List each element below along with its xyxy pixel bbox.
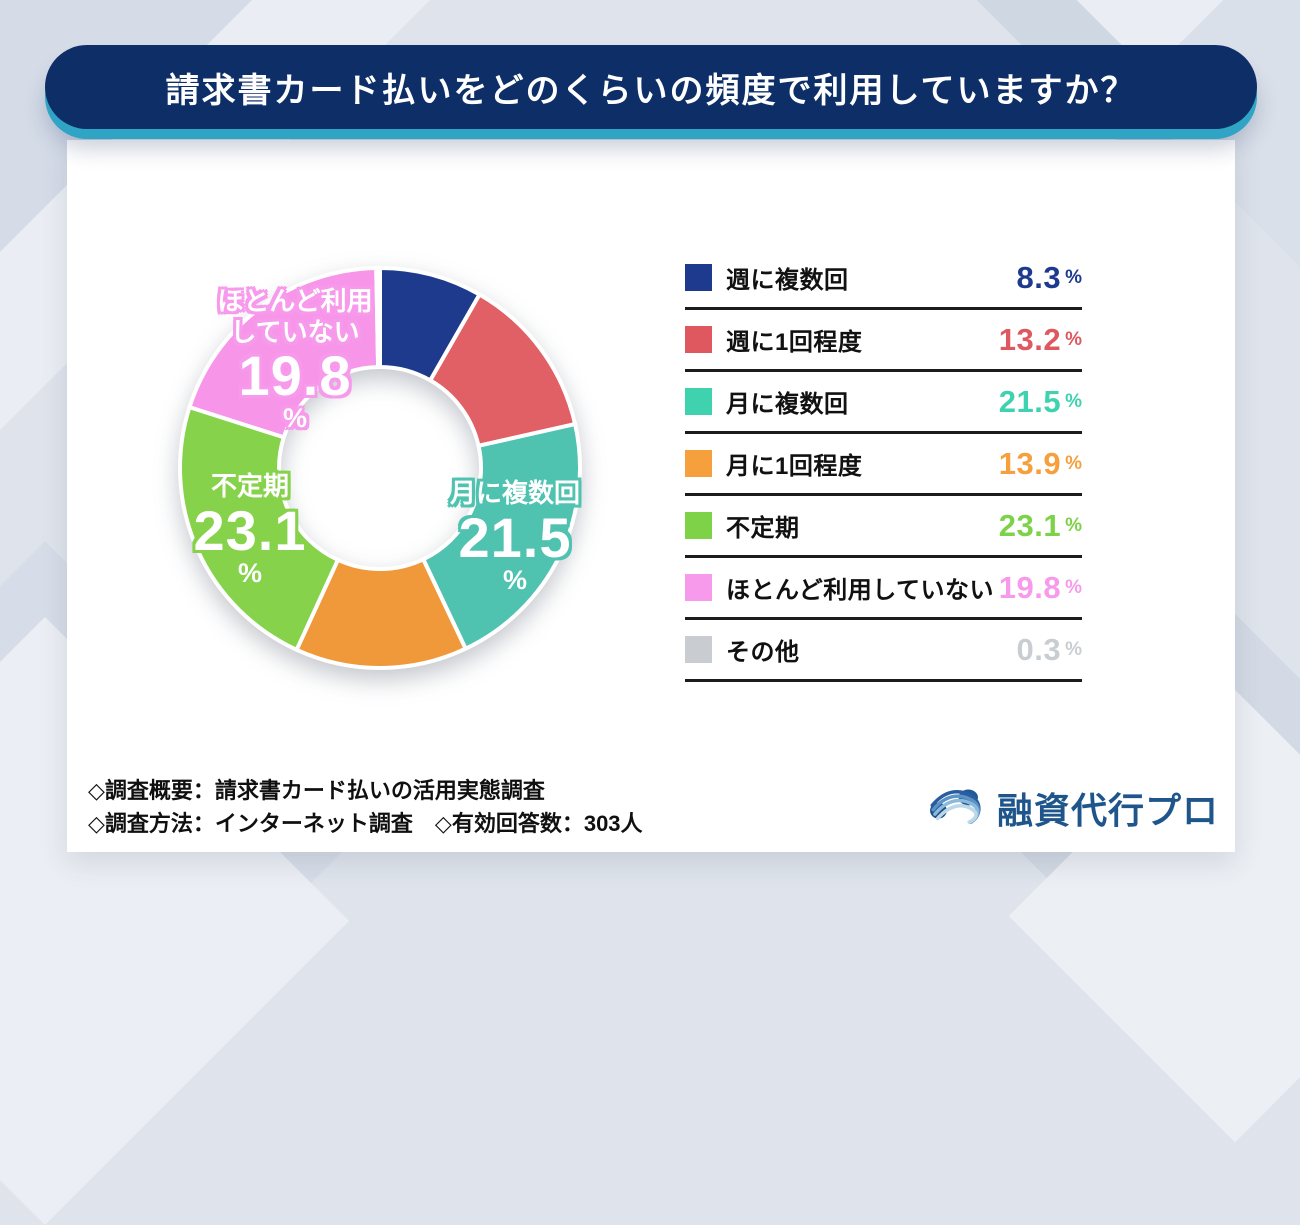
legend-row: ほとんど利用していない 19.8% [685, 558, 1082, 620]
percent-sign: % [237, 557, 262, 588]
percent-sign: % [1065, 266, 1082, 288]
percent-sign: % [1065, 514, 1082, 536]
legend-swatch [685, 574, 712, 601]
legend-row: その他 0.3% [685, 620, 1082, 682]
legend-swatch [685, 450, 712, 477]
legend-row: 月に複数回 21.5% [685, 372, 1082, 434]
percent-sign: % [502, 564, 527, 595]
donut-label-futeiki: 不定期 23.1 % [155, 471, 345, 587]
donut-label-value: 19.8 [238, 344, 352, 408]
legend-row: 不定期 23.1% [685, 496, 1082, 558]
donut-label-text: ほとんど利用 [217, 286, 373, 316]
percent-sign: % [1065, 638, 1082, 660]
percent-sign: % [1065, 576, 1082, 598]
legend-swatch [685, 326, 712, 353]
content-card: ほとんど利用 していない 19.8 % 不定期 23.1 % 月に複数回 21.… [67, 140, 1235, 852]
percent-sign: % [282, 403, 307, 434]
donut-slice-1 [428, 292, 578, 448]
legend-label: 週に1回程度 [726, 329, 863, 356]
percent-sign: % [1065, 390, 1082, 412]
legend-label: 月に複数回 [726, 391, 849, 418]
legend-value: 13.2 [998, 321, 1062, 357]
donut-label-text: 月に複数回 [449, 478, 580, 508]
legend-label: ほとんど利用していない [726, 577, 995, 604]
wave-logo-icon [930, 789, 981, 824]
legend-row: 月に1回程度 13.9% [685, 434, 1082, 496]
survey-method-line: ◇調査方法：インターネット調査 ◇有効回答数：303人 [88, 811, 643, 836]
donut-slice-2 [421, 422, 582, 651]
donut-label-tsuki-fukusu: 月に複数回 21.5 % [418, 478, 612, 594]
legend: 週に複数回 8.3% 週に1回程度 13.2% 月に複数回 21.5% 月に1回程度 13.9… [685, 248, 1082, 682]
legend-label: 月に1回程度 [726, 453, 863, 480]
legend-value: 19.8 [998, 569, 1062, 605]
legend-value: 0.3 [1016, 631, 1062, 667]
legend-value: 21.5 [998, 383, 1062, 419]
legend-label: その他 [726, 639, 800, 666]
legend-swatch [685, 636, 712, 663]
legend-swatch [685, 264, 712, 291]
title-banner: 請求書カード払いをどのくらいの頻度で利用していますか？ [45, 45, 1257, 129]
donut-label-value: 21.5 [458, 505, 572, 569]
legend-swatch [685, 512, 712, 539]
donut-label-text: 不定期 [210, 471, 289, 501]
legend-value: 23.1 [998, 507, 1062, 543]
percent-sign: % [1065, 328, 1082, 350]
percent-sign: % [1065, 452, 1082, 474]
legend-value: 13.9 [998, 445, 1062, 481]
legend-row: 週に複数回 8.3% [685, 248, 1082, 310]
legend-label: 不定期 [726, 515, 800, 542]
legend-row: 週に1回程度 13.2% [685, 310, 1082, 372]
page-title: 請求書カード払いをどのくらいの頻度で利用していますか？ [165, 71, 1137, 110]
legend-swatch [685, 388, 712, 415]
survey-overview-line: ◇調査概要：請求書カード払いの活用実態調査 [88, 778, 545, 803]
donut-label-value: 23.1 [193, 498, 307, 562]
legend-label: 週に複数回 [726, 267, 849, 294]
legend-value: 8.3 [1016, 259, 1062, 295]
brand-logo-text: 融資代行プロ [997, 790, 1220, 831]
donut-label-text: していない [230, 316, 360, 347]
brand-logo: 融資代行プロ [927, 782, 1219, 834]
survey-notes: ◇調査概要：請求書カード払いの活用実態調査 ◇調査方法：インターネット調査 ◇有… [88, 774, 643, 840]
donut-label-hotondo: ほとんど利用 していない 19.8 % [187, 286, 403, 433]
